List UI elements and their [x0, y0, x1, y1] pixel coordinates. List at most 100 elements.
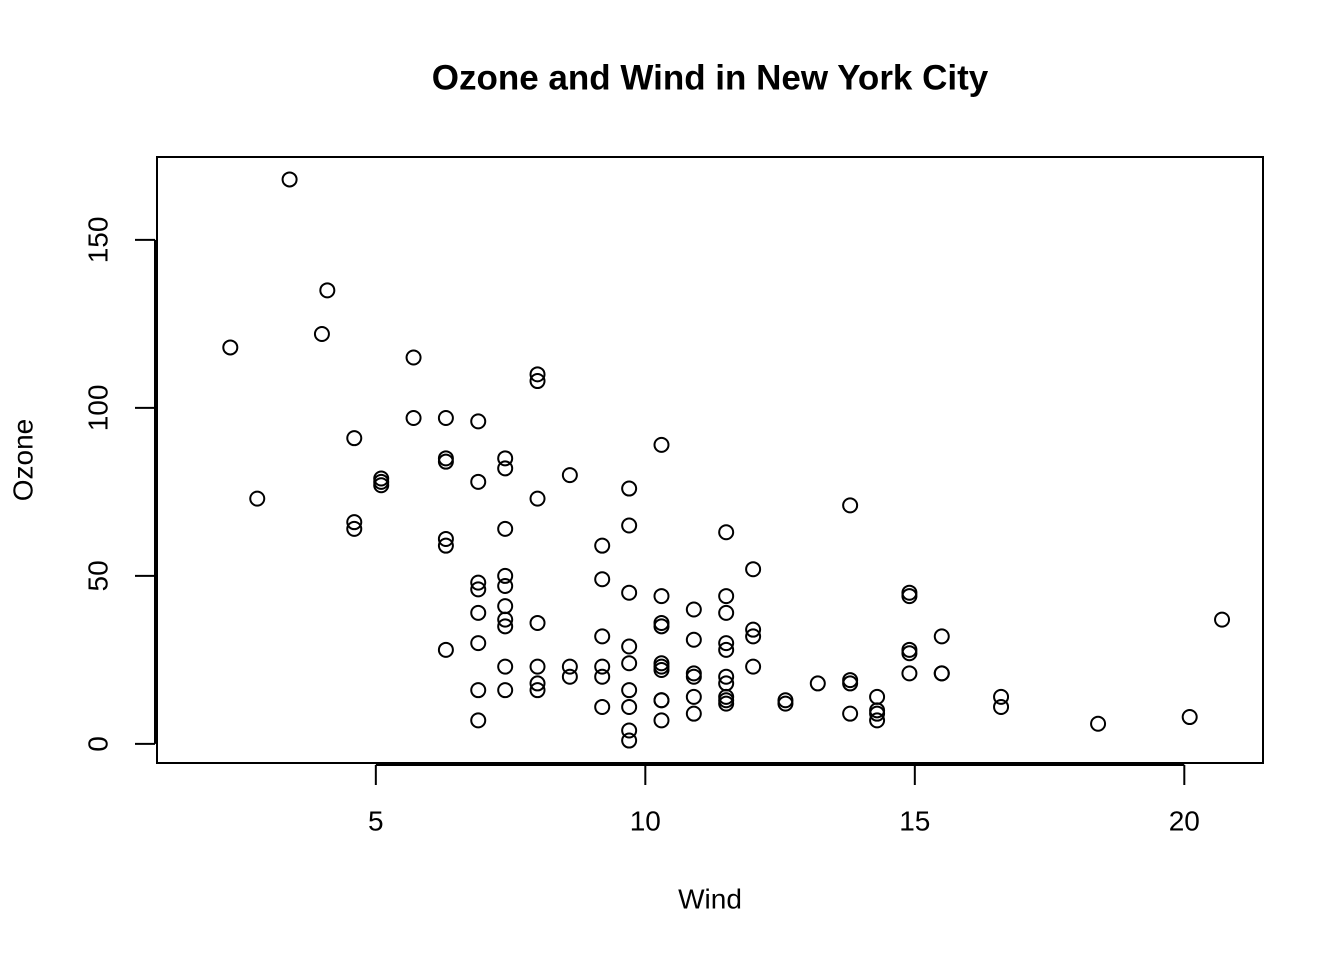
point: [993, 698, 1010, 715]
chart-title: Ozone and Wind in New York City: [432, 58, 989, 97]
point: [842, 705, 859, 722]
point: [405, 349, 422, 366]
point: [437, 530, 454, 547]
point: [901, 584, 918, 601]
point: [497, 567, 514, 584]
point: [653, 588, 670, 605]
point: [901, 588, 918, 605]
point: [497, 598, 514, 615]
point: [470, 473, 487, 490]
point: [437, 537, 454, 554]
point: [437, 453, 454, 470]
point: [745, 628, 762, 645]
point: [346, 514, 363, 531]
plot-frame: [156, 156, 1264, 764]
point: [718, 524, 735, 541]
point: [594, 698, 611, 715]
point: [529, 614, 546, 631]
point: [653, 614, 670, 631]
point: [497, 658, 514, 675]
point: [993, 688, 1010, 705]
point: [718, 604, 735, 621]
point: [346, 430, 363, 447]
point: [497, 618, 514, 635]
point: [718, 641, 735, 658]
point: [685, 705, 702, 722]
point: [621, 638, 638, 655]
point: [901, 641, 918, 658]
x-tick-label: 10: [630, 805, 661, 836]
point: [809, 675, 826, 692]
point: [529, 675, 546, 692]
point: [653, 436, 670, 453]
point: [222, 339, 239, 356]
point: [529, 682, 546, 699]
point: [685, 631, 702, 648]
y-tick-label: 100: [82, 385, 113, 432]
point: [685, 688, 702, 705]
point: [470, 682, 487, 699]
point: [842, 672, 859, 689]
point: [346, 520, 363, 537]
point: [621, 584, 638, 601]
point: [901, 665, 918, 682]
point: [594, 571, 611, 588]
point: [594, 628, 611, 645]
point: [653, 712, 670, 729]
point: [594, 658, 611, 675]
point: [373, 473, 390, 490]
point: [470, 413, 487, 430]
point: [497, 577, 514, 594]
point: [718, 588, 735, 605]
point: [1181, 709, 1198, 726]
y-tick-label: 150: [82, 217, 113, 264]
point: [497, 450, 514, 467]
y-axis-label: Ozone: [7, 419, 38, 502]
point: [621, 732, 638, 749]
point: [869, 712, 886, 729]
x-tick-label: 5: [368, 805, 384, 836]
point: [319, 282, 336, 299]
point: [405, 410, 422, 427]
point: [621, 655, 638, 672]
point: [621, 682, 638, 699]
point: [529, 490, 546, 507]
point: [842, 675, 859, 692]
point: [470, 574, 487, 591]
point: [561, 467, 578, 484]
point: [718, 668, 735, 685]
point: [933, 628, 950, 645]
point: [497, 682, 514, 699]
point: [621, 517, 638, 534]
point: [653, 655, 670, 672]
point: [1090, 715, 1107, 732]
point: [653, 618, 670, 635]
point: [281, 171, 298, 188]
point: [249, 490, 266, 507]
point: [685, 665, 702, 682]
point: [777, 692, 794, 709]
point: [745, 561, 762, 578]
x-tick-label: 20: [1169, 805, 1200, 836]
point: [869, 705, 886, 722]
point: [561, 658, 578, 675]
y-tick-label: 50: [82, 560, 113, 591]
point: [437, 410, 454, 427]
point: [497, 611, 514, 628]
point: [653, 692, 670, 709]
point: [933, 665, 950, 682]
point: [842, 497, 859, 514]
point: [869, 688, 886, 705]
point: [718, 692, 735, 709]
point: [621, 480, 638, 497]
point: [901, 645, 918, 662]
x-axis-label: Wind: [678, 883, 742, 914]
point: [1214, 611, 1231, 628]
x-tick-label: 15: [899, 805, 930, 836]
point: [497, 460, 514, 477]
point: [718, 635, 735, 652]
point: [777, 695, 794, 712]
point: [594, 537, 611, 554]
point: [470, 712, 487, 729]
